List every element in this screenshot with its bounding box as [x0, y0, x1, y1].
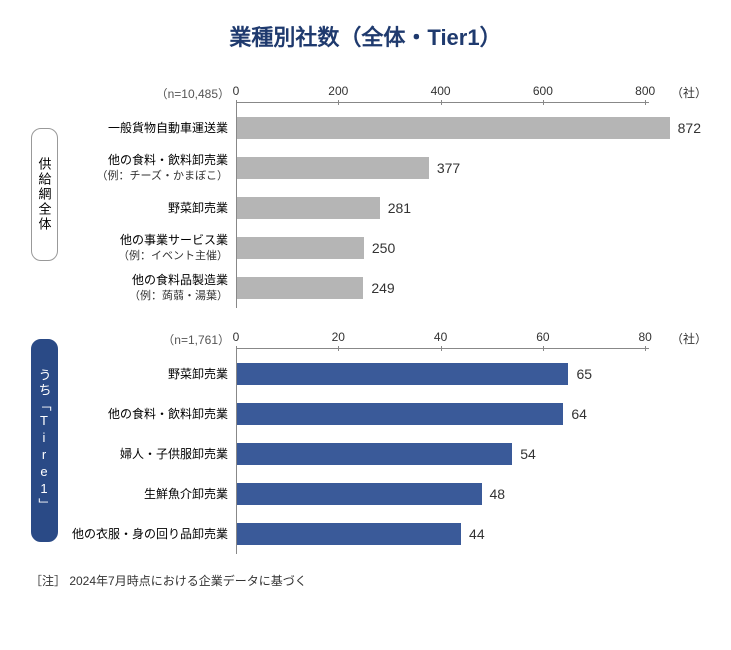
bar [236, 523, 461, 545]
vertical-group-label: うち「Tire1」 [30, 326, 58, 554]
chart-row: 他の食料・飲料卸売業（例：チーズ・かまぼこ） 377 [66, 148, 701, 188]
axis-unit: （社） [671, 84, 707, 101]
bar-value: 65 [576, 366, 592, 382]
row-label: 野菜卸売業 [66, 367, 236, 382]
bar-value: 64 [571, 406, 587, 422]
bar-value: 377 [437, 160, 460, 176]
row-label: 婦人・子供服卸売業 [66, 447, 236, 462]
chart-row: 他の衣服・身の回り品卸売業 44 [66, 514, 701, 554]
axis-tick: 20 [332, 330, 345, 344]
bar-value: 54 [520, 446, 536, 462]
row-label: 他の食料・飲料卸売業（例：チーズ・かまぼこ） [66, 153, 236, 184]
bar [236, 443, 512, 465]
bar-value: 872 [678, 120, 701, 136]
axis-tick: 800 [635, 84, 655, 98]
axis-tick: 600 [533, 84, 553, 98]
chart-row: 野菜卸売業 65 [66, 354, 701, 394]
bar [236, 483, 482, 505]
chart-row: 婦人・子供服卸売業 54 [66, 434, 701, 474]
chart-row: 他の事業サービス業（例：イベント主催） 250 [66, 228, 701, 268]
axis-tick: 200 [328, 84, 348, 98]
chart-title: 業種別社数（全体・Tier1） [30, 20, 701, 52]
bar-value: 249 [371, 280, 394, 296]
chart-section: うち「Tire1」（n=1,761）020406080（社）野菜卸売業65他の食… [30, 326, 701, 554]
chart-row: 他の食料・飲料卸売業 64 [66, 394, 701, 434]
row-label: 生鮮魚介卸売業 [66, 487, 236, 502]
bar [236, 117, 670, 139]
charts-container: 供給網全体（n=10,485）0200400600800（社）一般貨物自動車運送… [30, 80, 701, 554]
chart-body: （n=1,761）020406080（社）野菜卸売業65他の食料・飲料卸売業64… [66, 326, 701, 554]
axis-tick: 0 [233, 330, 240, 344]
row-label: 他の事業サービス業（例：イベント主催） [66, 233, 236, 264]
chart-row: 生鮮魚介卸売業 48 [66, 474, 701, 514]
bar [236, 403, 563, 425]
chart-section: 供給網全体（n=10,485）0200400600800（社）一般貨物自動車運送… [30, 80, 701, 308]
row-label: 他の食料・飲料卸売業 [66, 407, 236, 422]
axis-unit: （社） [671, 330, 707, 347]
row-label: 一般貨物自動車運送業 [66, 121, 236, 136]
chart-row: 野菜卸売業 281 [66, 188, 701, 228]
bar [236, 363, 568, 385]
row-label: 他の衣服・身の回り品卸売業 [66, 527, 236, 542]
footnote: ［注］ 2024年7月時点における企業データに基づく [30, 572, 701, 589]
chart-row: 一般貨物自動車運送業 872 [66, 108, 701, 148]
bar [236, 277, 363, 299]
axis-tick: 40 [434, 330, 447, 344]
row-label: 他の食料品製造業（例：蒟蒻・湯葉） [66, 273, 236, 304]
row-label: 野菜卸売業 [66, 201, 236, 216]
chart-body: （n=10,485）0200400600800（社）一般貨物自動車運送業872他… [66, 80, 701, 308]
axis-tick: 0 [233, 84, 240, 98]
bar-value: 44 [469, 526, 485, 542]
bar-value: 48 [490, 486, 506, 502]
bar [236, 157, 429, 179]
n-label: （n=1,761） [66, 331, 236, 348]
axis-tick: 400 [431, 84, 451, 98]
bar [236, 197, 380, 219]
chart-row: 他の食料品製造業（例：蒟蒻・湯葉） 249 [66, 268, 701, 308]
bar [236, 237, 364, 259]
axis-tick: 80 [639, 330, 652, 344]
bar-value: 281 [388, 200, 411, 216]
axis-tick: 60 [536, 330, 549, 344]
n-label: （n=10,485） [66, 85, 236, 102]
vertical-group-label: 供給網全体 [30, 80, 58, 308]
bar-value: 250 [372, 240, 395, 256]
